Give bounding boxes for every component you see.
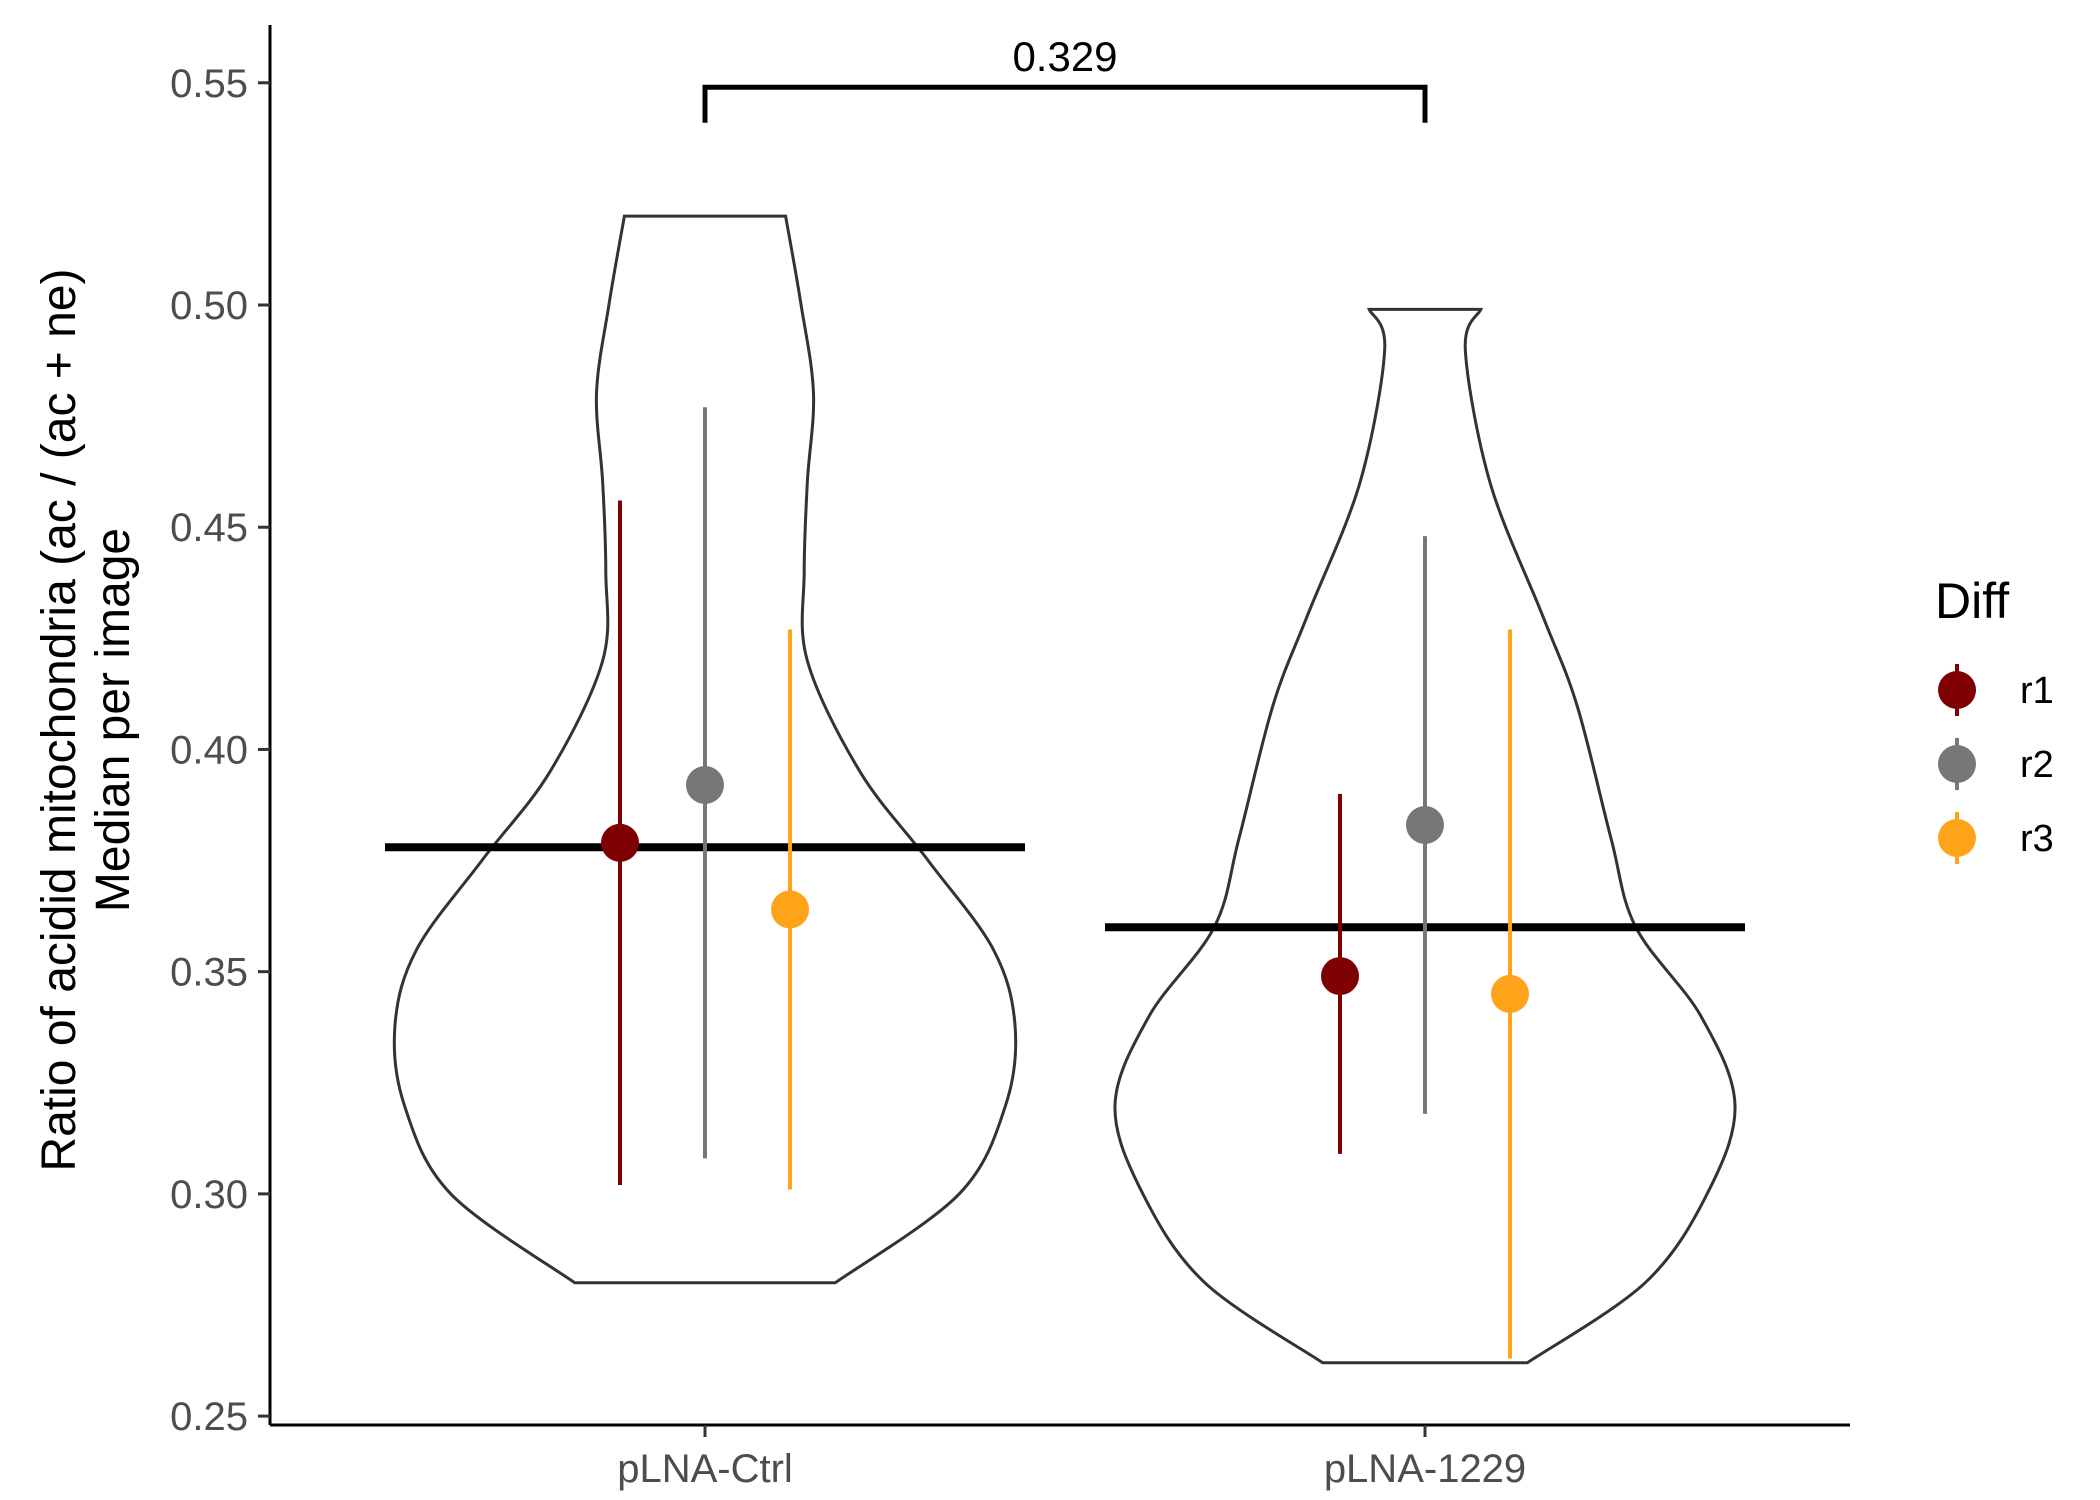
point-r3	[771, 890, 809, 929]
point-r1	[1321, 957, 1359, 996]
legend-key-point-r1	[1938, 671, 1976, 709]
point-r2	[1406, 806, 1444, 844]
y-tick-label: 0.35	[170, 951, 248, 995]
y-tick-label: 0.40	[170, 728, 248, 772]
y-axis-title: Ratio of acidid mitochondria (ac / (ac +…	[33, 268, 140, 1171]
x-ticks: pLNA-Ctrl pLNA-1229	[617, 1425, 1526, 1491]
legend-title: Diff	[1935, 573, 2009, 629]
legend-key-point-r2	[1938, 745, 1976, 783]
significance-bracket: 0.329	[702, 33, 1428, 123]
y-tick-label: 0.25	[170, 1395, 248, 1439]
axes: 0.250.300.350.400.450.500.55 pLNA-Ctrl pL…	[170, 25, 1850, 1491]
x-tick-label: pLNA-Ctrl	[617, 1447, 793, 1491]
error-bars-layer	[618, 407, 1512, 1359]
x-tick-label: pLNA-1229	[1324, 1447, 1526, 1491]
median-lines-layer	[385, 843, 1745, 932]
y-tick-label: 0.45	[170, 506, 248, 550]
legend-label-r1: r1	[2020, 670, 2054, 712]
y-ticks: 0.25 0.30 0.35 0.40 0.45 0.50 0.55	[170, 62, 270, 1439]
y-tick-label: 0.55	[170, 62, 248, 106]
y-tick-label: 0.50	[170, 284, 248, 328]
legend-key-point-r3	[1938, 819, 1976, 857]
p-value-label: 0.329	[1012, 33, 1117, 80]
point-r2	[686, 766, 724, 804]
y-axis-title-line2: Median per image	[87, 528, 140, 912]
point-r3	[1491, 974, 1529, 1013]
violins-layer	[392, 214, 1737, 1365]
violin-pLNA-1229	[1113, 307, 1737, 1365]
y-tick-label: 0.30	[170, 1173, 248, 1217]
y-axis-title-line1: Ratio of acidid mitochondria (ac / (ac +…	[33, 268, 86, 1171]
legend: Diff r1 r2 r3	[1935, 573, 2054, 864]
points-layer	[601, 766, 1529, 1013]
legend-label-r2: r2	[2020, 744, 2054, 786]
point-r1	[601, 823, 639, 862]
legend-label-r3: r3	[2020, 818, 2054, 860]
violin-pLNA-Ctrl	[392, 214, 1018, 1285]
bracket-line	[702, 84, 1428, 123]
